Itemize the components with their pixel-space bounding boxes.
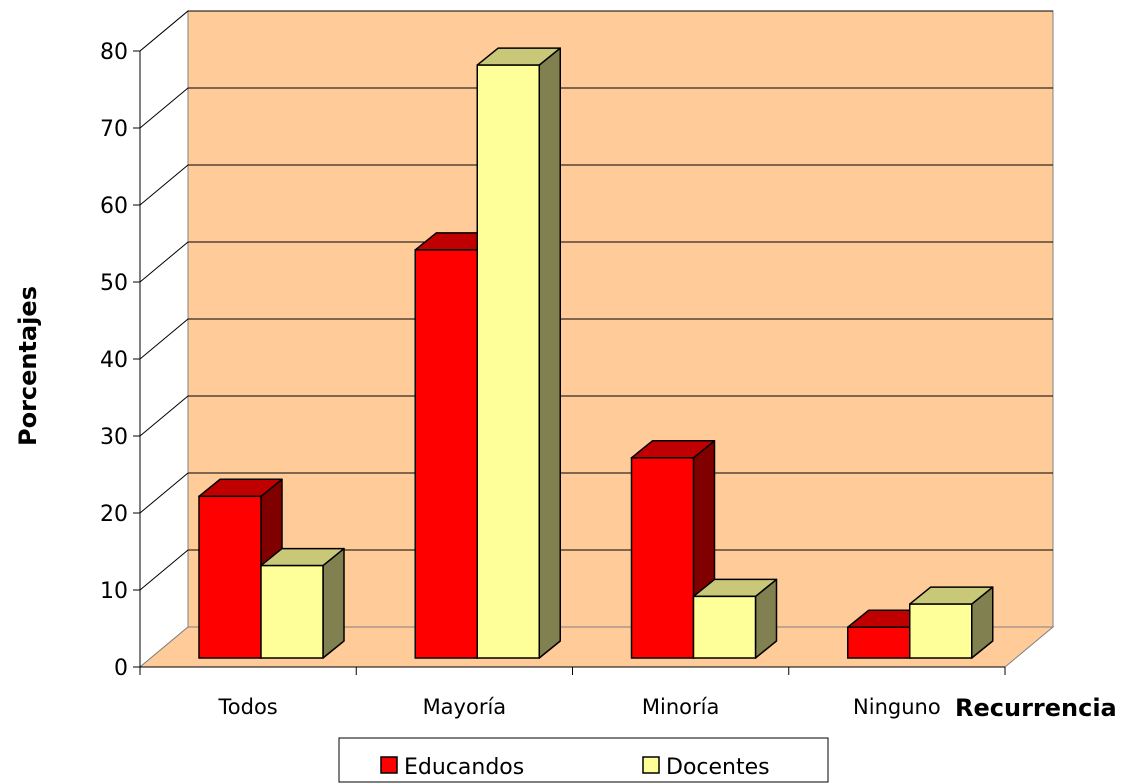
- bars: [198, 47, 994, 659]
- y-tick-label: 0: [114, 656, 128, 681]
- legend-swatch-docentes: [642, 756, 660, 774]
- gridline: [139, 395, 1053, 437]
- y-tick-label: 60: [100, 194, 128, 219]
- x-tick-label: Mayoría: [423, 695, 507, 719]
- bar: [630, 440, 716, 659]
- x-tick-label: Ninguno: [853, 695, 941, 719]
- axes: [133, 50, 1006, 675]
- y-tick-label: 30: [100, 425, 128, 450]
- gridline: [139, 241, 1053, 283]
- bar-front: [692, 595, 757, 659]
- y-tick-label: 50: [100, 271, 128, 296]
- legend-label-educandos: Educandos: [404, 755, 524, 780]
- gridline: [139, 318, 1053, 360]
- bar: [260, 547, 345, 659]
- gridline: [139, 472, 1053, 514]
- y-tick-label: 10: [100, 579, 128, 604]
- bar-front: [414, 249, 478, 659]
- gridline: [139, 549, 1053, 591]
- bar-front: [909, 603, 973, 659]
- bar: [692, 578, 778, 659]
- bar-side: [322, 547, 345, 659]
- y-axis-title: Porcentajes: [14, 286, 42, 446]
- x-tick-label: Todos: [218, 695, 278, 719]
- gridline: [139, 10, 1053, 52]
- bar-side: [538, 47, 561, 659]
- gridline: [139, 164, 1053, 206]
- legend-label-docentes: Docentes: [666, 755, 770, 780]
- bar: [909, 586, 994, 659]
- bar-front: [847, 626, 911, 659]
- bar-front: [260, 564, 324, 659]
- x-tick-label: Minoría: [642, 695, 719, 719]
- bar: [476, 47, 561, 659]
- gridlines: [139, 10, 1053, 591]
- y-tick-label: 20: [100, 502, 128, 527]
- x-axis-title: Recurrencia: [955, 694, 1117, 722]
- axis-labels: 0 10 20 30 40 50 60 70 80 Todos Mayoría Minoría Ning…: [100, 40, 941, 719]
- bar-front: [198, 495, 262, 659]
- legend: Educandos Docentes: [338, 737, 829, 783]
- y-tick-label: 80: [100, 40, 128, 65]
- bar-front: [630, 457, 695, 659]
- legend-box: [338, 737, 829, 783]
- y-tick-label: 40: [100, 348, 128, 373]
- gridline: [139, 87, 1053, 129]
- legend-swatch-educandos: [380, 756, 398, 774]
- bar-front: [476, 64, 540, 659]
- y-tick-label: 70: [100, 117, 128, 142]
